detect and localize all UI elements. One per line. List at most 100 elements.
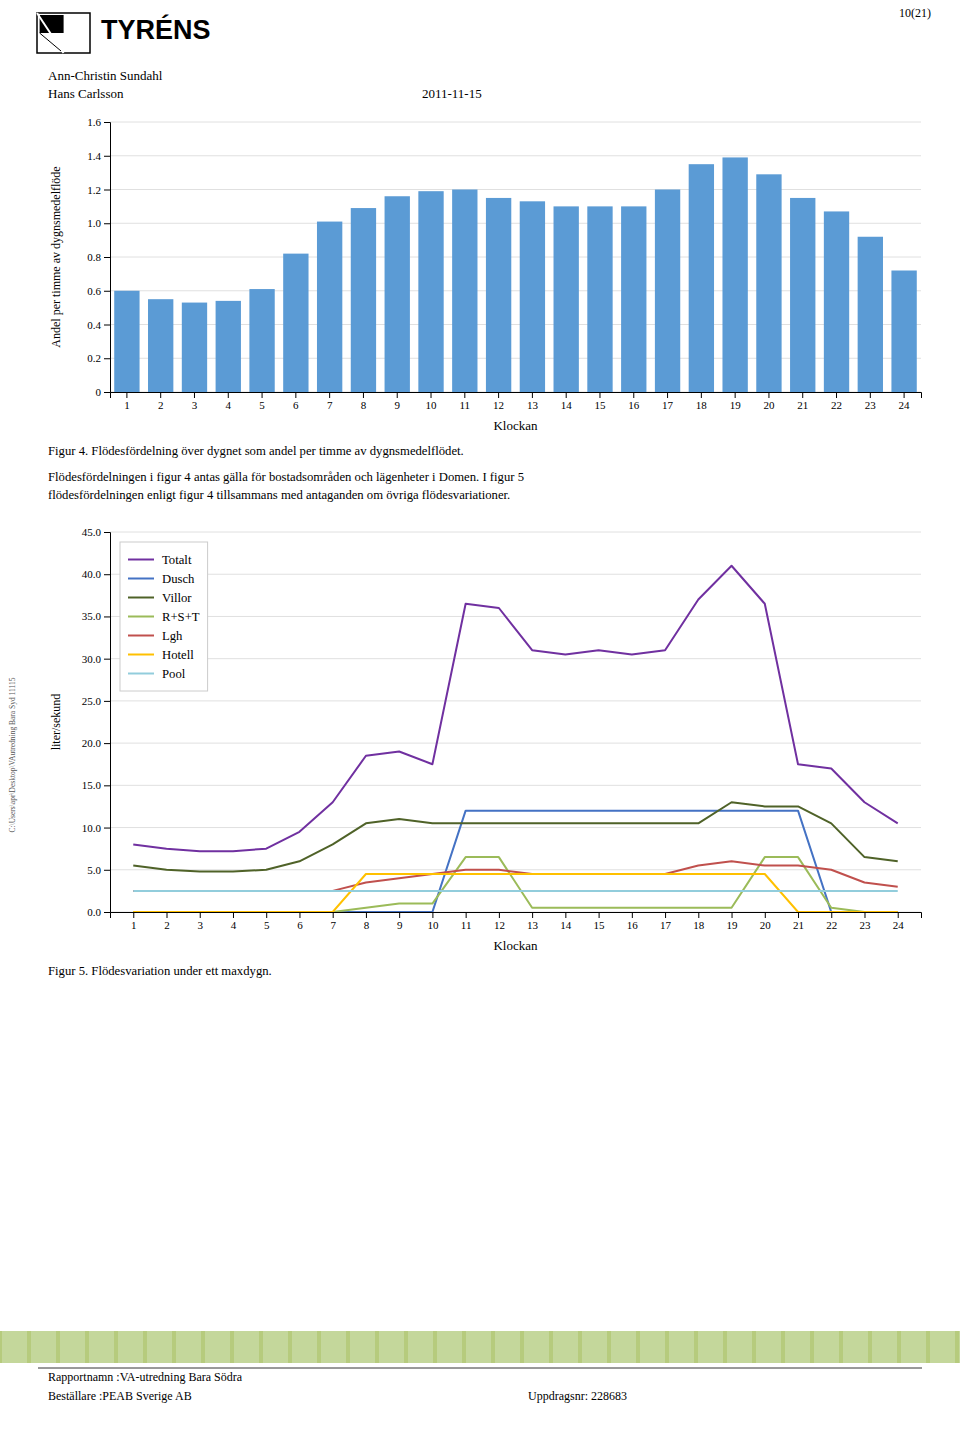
- stripe-hatch: [723, 1331, 727, 1363]
- tick: 15.0: [82, 779, 110, 791]
- tick-mark: [599, 392, 600, 398]
- tick-label: 23: [859, 919, 871, 931]
- tick-label: 11: [461, 919, 472, 931]
- logo-frame: [37, 13, 90, 53]
- tick-label: 19: [730, 399, 742, 411]
- grid: [110, 122, 921, 392]
- bar: [790, 198, 815, 392]
- tick-mark: [732, 912, 733, 918]
- tick-label: 1.6: [87, 116, 101, 128]
- tick: 4: [226, 392, 232, 411]
- tick: 25.0: [82, 695, 110, 707]
- tick-mark: [566, 392, 567, 398]
- tick-mark: [565, 912, 566, 918]
- tick-mark: [104, 257, 110, 258]
- legend-swatch: [128, 597, 154, 599]
- tick-label: 4: [226, 399, 232, 411]
- tick-mark: [104, 701, 110, 702]
- footer: Rapportnamn :VA-utredning Bara Södra: [48, 1370, 243, 1384]
- bar: [182, 303, 207, 392]
- plot-area: [133, 566, 897, 912]
- grid-line: [110, 122, 921, 123]
- tick-mark: [870, 392, 871, 398]
- x-axis-title: Klockan: [493, 938, 538, 953]
- stripe-hatch: [491, 1331, 495, 1363]
- tick-label: 40.0: [82, 568, 102, 580]
- tick-mark: [200, 912, 201, 918]
- tick-label: 25.0: [82, 695, 102, 707]
- tick: 45.0: [82, 526, 110, 538]
- tick-mark: [397, 392, 398, 398]
- tick-label: 8: [364, 919, 370, 931]
- legend-entry: Pool: [162, 667, 186, 681]
- tick-label: 30.0: [82, 653, 102, 665]
- bar: [486, 198, 511, 392]
- tick: 6: [297, 912, 303, 931]
- tick: 23: [865, 392, 877, 411]
- tick-mark: [798, 912, 799, 918]
- tick-mark: [194, 392, 195, 398]
- legend-swatch: [128, 635, 154, 637]
- tick-mark: [295, 392, 296, 398]
- tick-mark: [104, 223, 110, 224]
- tick: 0.8: [87, 251, 110, 263]
- tick-mark: [498, 392, 499, 398]
- tick-label: 18: [696, 399, 708, 411]
- tick-mark: [133, 912, 134, 918]
- tick-mark: [333, 912, 334, 918]
- legend-entry: Villor: [162, 591, 192, 605]
- stripe-hatch: [201, 1331, 205, 1363]
- tick: 10.0: [82, 822, 110, 834]
- tick-mark: [104, 156, 110, 157]
- tick-mark: [836, 392, 837, 398]
- tick-mark: [864, 912, 865, 918]
- tick-label: 23: [865, 399, 877, 411]
- tick-label: 2: [164, 919, 170, 931]
- stripe-hatch: [636, 1331, 640, 1363]
- tick-label: 3: [197, 919, 203, 931]
- stripe-hatch: [114, 1331, 118, 1363]
- stripe-hatch: [230, 1331, 234, 1363]
- series-line: [133, 857, 897, 912]
- author: Ann-Christin Sundahl: [48, 68, 163, 83]
- tick-label: 1.4: [87, 150, 101, 162]
- tick-mark: [831, 912, 832, 918]
- tick: 13: [527, 912, 539, 931]
- x-axis: 123456789101112131415161718192021222324: [111, 912, 922, 931]
- tick-label: 17: [662, 399, 674, 411]
- tick-mark: [464, 392, 465, 398]
- tick: 5: [264, 912, 270, 931]
- stripe-hatch: [288, 1331, 292, 1363]
- tick-label: 21: [793, 919, 804, 931]
- stripe-hatch: [752, 1331, 756, 1363]
- tick-label: 15: [594, 919, 606, 931]
- x-axis: 123456789101112131415161718192021222324: [111, 392, 922, 411]
- tick-mark: [898, 912, 899, 918]
- tick-label: 5: [264, 919, 270, 931]
- stripe-hatch: [143, 1331, 147, 1363]
- tick: 35.0: [82, 610, 110, 622]
- tick-mark: [104, 828, 110, 829]
- bar: [891, 271, 916, 393]
- bar: [317, 222, 342, 392]
- legend-entry: Dusch: [162, 572, 195, 586]
- tick: 0.2: [87, 352, 110, 364]
- stripe-hatch: [926, 1331, 930, 1363]
- y-axis: 00.20.40.60.81.01.21.41.6: [87, 116, 110, 398]
- grid-line: [110, 785, 921, 786]
- axis-line: [104, 533, 111, 913]
- tick: 8: [361, 392, 367, 411]
- tick-label: 17: [660, 919, 672, 931]
- tick-mark: [167, 912, 168, 918]
- tick-mark: [329, 392, 330, 398]
- tick: 1.0: [87, 217, 110, 229]
- tick: 17: [660, 912, 672, 931]
- tick: 8: [364, 912, 370, 931]
- tick-label: 6: [293, 399, 299, 411]
- tick-label: 1.2: [87, 184, 101, 196]
- stripe-hatch: [549, 1331, 553, 1363]
- bar: [520, 201, 545, 392]
- tick-mark: [399, 912, 400, 918]
- tick: 20.0: [82, 737, 110, 749]
- tick: 16: [627, 912, 639, 931]
